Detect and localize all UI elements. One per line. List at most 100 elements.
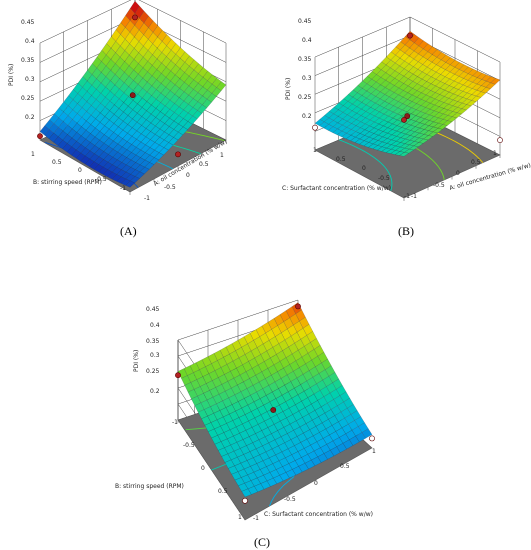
surface-cell xyxy=(125,180,136,188)
design-point xyxy=(404,113,411,119)
plot-b-z-ticks: 0.2 0.25 0.3 0.35 0.4 0.45 xyxy=(298,18,312,120)
wall-gridline xyxy=(177,299,299,341)
x-tick-label: 0.5 xyxy=(471,159,481,166)
surface-plot-c: 0.2 0.25 0.3 0.35 0.4 0.45 PDI (%) -1 -0… xyxy=(115,299,376,549)
y-tick-label: 0.5 xyxy=(336,156,346,163)
design-point xyxy=(175,151,181,158)
x-tick-label: 0.5 xyxy=(199,161,209,168)
plot-a-response-surface xyxy=(39,0,227,188)
plot-b-panel-label: (B) xyxy=(398,224,414,238)
surface-cell xyxy=(241,488,252,498)
z-tick-label: 0.35 xyxy=(298,56,312,63)
y-tick-label: 0 xyxy=(362,165,366,172)
y-tick-label: -1 xyxy=(404,193,410,200)
design-point xyxy=(242,497,248,504)
x-tick-label: 1 xyxy=(220,152,224,159)
y-tick-label: 1 xyxy=(313,147,317,154)
plot-a-z-axis-label: PDI (%) xyxy=(8,64,15,86)
plot-b-z-axis-label: PDI (%) xyxy=(285,78,292,100)
y-tick-label: -0.5 xyxy=(183,442,195,449)
z-tick-label: 0.3 xyxy=(150,352,160,359)
plot-b-design-points xyxy=(312,32,503,144)
plot-b-response-surface xyxy=(314,30,501,157)
y-tick-label: -1 xyxy=(120,185,126,192)
wall-gridline xyxy=(39,0,132,44)
wall-gridline xyxy=(138,0,227,44)
plot-c-y-axis-label: B: stirring speed (RPM) xyxy=(115,483,184,490)
design-point xyxy=(132,14,138,21)
z-tick-label: 0.2 xyxy=(302,113,312,120)
design-point xyxy=(312,124,318,131)
z-tick-label: 0.45 xyxy=(21,19,35,26)
plot-b-y-axis-label: C: Surfactant concentration (% w/w) xyxy=(282,185,391,192)
design-point xyxy=(407,32,413,39)
y-tick-label: -0.5 xyxy=(95,176,107,183)
floor-contour-line xyxy=(269,476,295,507)
x-tick-label: 0.5 xyxy=(340,463,350,470)
surface-plot-b: 0.2 0.25 0.3 0.35 0.4 0.45 PDI (%) 1 0.5… xyxy=(282,16,531,238)
design-point xyxy=(497,137,503,144)
x-tick-label: -1 xyxy=(144,195,150,202)
design-point xyxy=(129,92,136,99)
x-tick-label: 0 xyxy=(456,170,460,177)
z-tick-label: 0.45 xyxy=(146,306,160,313)
z-tick-label: 0.25 xyxy=(298,94,312,101)
plot-c-x-axis-label: C: Surfactant concentration (% w/w) xyxy=(264,511,373,518)
plot-a-z-ticks: 0.2 0.25 0.3 0.35 0.4 0.45 xyxy=(21,19,35,121)
plot-a-y-axis-label: B: stirring speed (RPM) xyxy=(33,179,102,186)
plot-c-x-ticks: -1 -0.5 0 0.5 1 xyxy=(253,448,376,522)
surface-plot-a: 0.2 0.25 0.3 0.35 0.4 0.45 PDI (%) 1 0.5… xyxy=(8,0,228,238)
z-tick-label: 0.4 xyxy=(302,37,312,44)
z-tick-label: 0.25 xyxy=(146,368,160,375)
y-tick-label: 0.5 xyxy=(218,488,228,495)
y-tick-label: 1 xyxy=(31,151,35,158)
plot-c-y-ticks: -1 -0.5 0 0.5 1 xyxy=(172,419,242,521)
z-tick-label: 0.2 xyxy=(150,388,160,395)
z-tick-label: 0.2 xyxy=(25,114,35,121)
z-tick-label: 0.45 xyxy=(298,18,312,25)
y-tick-label: -0.5 xyxy=(378,175,390,182)
x-tick-label: -1 xyxy=(411,193,417,200)
design-point xyxy=(270,407,277,413)
x-tick-label: 1 xyxy=(493,150,497,157)
plot-c-design-points xyxy=(175,303,375,504)
x-tick-label: 1 xyxy=(372,448,376,455)
design-point xyxy=(295,303,301,310)
x-tick-label: 0 xyxy=(186,172,190,179)
plot-b-y-ticks: 1 0.5 0 -0.5 -1 xyxy=(313,147,410,200)
design-point xyxy=(369,435,375,442)
plot-c-panel-label: (C) xyxy=(254,535,270,549)
plot-a-design-points xyxy=(37,14,181,158)
x-tick-label: -0.5 xyxy=(164,184,176,191)
plot-c-z-axis-label: PDI (%) xyxy=(133,350,140,372)
y-tick-label: 0 xyxy=(78,167,82,174)
wall-gridline xyxy=(314,16,411,58)
y-tick-label: 1 xyxy=(238,514,242,521)
wall-gridline xyxy=(314,35,411,76)
surface-cell xyxy=(399,152,410,157)
z-tick-label: 0.4 xyxy=(25,38,35,45)
x-tick-label: -0.5 xyxy=(433,182,445,189)
design-point xyxy=(401,116,407,123)
design-point xyxy=(37,133,43,140)
y-tick-label: 0.5 xyxy=(52,159,62,166)
y-tick-label: 0 xyxy=(201,465,205,472)
x-tick-label: 0 xyxy=(314,480,318,487)
x-tick-label: -0.5 xyxy=(284,496,296,503)
plot-c-response-surface xyxy=(177,302,373,498)
z-tick-label: 0.3 xyxy=(25,76,35,83)
plot-a-x-ticks: -1 -0.5 0 0.5 1 xyxy=(144,152,224,202)
plot-a-panel-label: (A) xyxy=(120,224,137,238)
z-tick-label: 0.35 xyxy=(146,338,160,345)
y-tick-label: -1 xyxy=(172,419,178,426)
design-point xyxy=(175,372,181,379)
z-tick-label: 0.35 xyxy=(21,57,35,64)
plot-b-x-ticks: -1 -0.5 0 0.5 1 xyxy=(411,150,497,200)
floor-contour-line xyxy=(338,139,393,191)
plot-a-y-ticks: 1 0.5 0 -0.5 -1 xyxy=(31,151,126,192)
z-tick-label: 0.3 xyxy=(302,75,312,82)
wall-gridline xyxy=(409,16,501,63)
z-tick-label: 0.4 xyxy=(150,322,160,329)
plot-c-z-ticks: 0.2 0.25 0.3 0.35 0.4 0.45 xyxy=(146,306,160,395)
